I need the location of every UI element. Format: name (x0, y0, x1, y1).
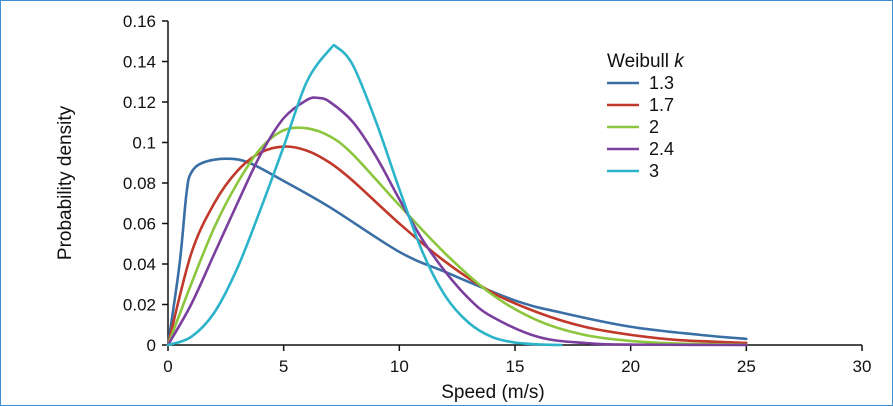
legend-title: Weibull k (607, 51, 685, 72)
legend: Weibull k 1.31.722.43 (607, 51, 685, 181)
y-tick-label: 0.04 (123, 255, 156, 274)
x-tick-label: 20 (621, 357, 640, 376)
x-tick-label: 10 (390, 357, 409, 376)
series-line-k-2.4 (166, 96, 748, 347)
series-layer (166, 43, 748, 347)
x-tick-label: 5 (279, 357, 288, 376)
y-tick-label: 0.14 (123, 53, 156, 72)
y-axis-title: Probability density (55, 105, 76, 260)
legend-label: 1.7 (649, 95, 674, 115)
y-tick-label: 0.02 (123, 296, 156, 315)
x-tick-label: 25 (737, 357, 756, 376)
x-tick-label: 15 (506, 357, 525, 376)
legend-label: 3 (649, 161, 659, 181)
x-axis-title: Speed (m/s) (441, 382, 544, 403)
series-line-k-2 (166, 126, 748, 347)
x-tick-label: 0 (163, 357, 172, 376)
y-tick-label: 0.12 (123, 93, 156, 112)
legend-label: 1.3 (649, 73, 674, 93)
y-tick-label: 0.08 (123, 174, 156, 193)
legend-label: 2 (649, 117, 659, 137)
axes-layer: 0 0.02 0.04 0.06 0.08 0.1 0.12 0.14 0.16 0 5 10 15 20… (123, 12, 872, 376)
series-line-k-3 (166, 43, 563, 347)
y-tick-label: 0.06 (123, 215, 156, 234)
series-line-k-1.7 (166, 145, 748, 347)
series-line-k-1.3 (166, 157, 748, 347)
y-tick-label: 0.16 (123, 12, 156, 31)
y-tick-label: 0 (147, 336, 156, 355)
y-tick-label: 0.1 (132, 134, 156, 153)
legend-label: 2.4 (649, 139, 674, 159)
x-tick-label: 30 (853, 357, 872, 376)
